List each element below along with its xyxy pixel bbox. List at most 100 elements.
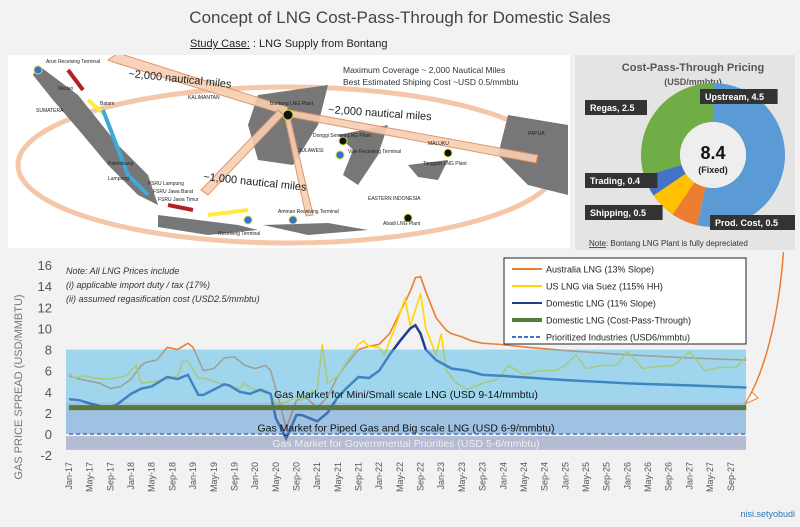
- y-tick-label: 6: [45, 364, 52, 379]
- chart-note: (i) applicable import duty / tax (17%): [66, 280, 210, 290]
- shipping-cost-text: Best Estimated Shiping Cost ~USD 0.5/mmb…: [343, 77, 519, 87]
- donut-slice-prod-cost: [672, 182, 706, 226]
- x-tick-label: Jan-21: [312, 462, 322, 490]
- y-tick-label: 8: [45, 343, 52, 358]
- x-tick-label: Sep-27: [726, 462, 736, 491]
- donut-data-label-box: [700, 89, 778, 104]
- market-band: [66, 349, 746, 403]
- donut-data-label-box: [710, 215, 798, 230]
- legend-entry: Australia LNG (13% Slope): [546, 265, 654, 275]
- y-axis-label: GAS PRICE SPREAD (USD/MMBTU): [13, 294, 25, 479]
- chart-note: (ii) assumed regasification cost (USD2.5…: [66, 294, 260, 304]
- page-title: Concept of LNG Cost-Pass-Through for Dom…: [189, 8, 611, 27]
- place-label: Lampung: [108, 176, 129, 182]
- x-tick-label: Sep-23: [478, 462, 488, 491]
- study-case: Study Case:: LNG Supply from Bontang: [190, 38, 387, 50]
- study-case-label: Study Case:: [190, 38, 250, 50]
- x-tick-label: Jan-17: [64, 462, 74, 490]
- place-label: SULAWESI: [298, 148, 324, 154]
- place-label: Batam: [100, 101, 114, 107]
- legend-entry: Domestic LNG (11% Slope): [546, 299, 656, 309]
- place-label: Arun Receiving Terminal: [46, 59, 100, 65]
- pipelines: [66, 68, 249, 217]
- x-tick-label: May-21: [333, 462, 343, 492]
- x-tick-label: Sep-20: [291, 462, 301, 491]
- y-tick-label: 4: [45, 385, 52, 400]
- market-band: [66, 436, 746, 450]
- x-tick-label: May-20: [271, 462, 281, 492]
- place-label: Donggi Senoro LNG Plant: [313, 133, 371, 139]
- legend-entry: US LNG via Suez (115% HH): [546, 282, 663, 292]
- y-tick-label: -2: [40, 448, 52, 463]
- chart-note: Note: All LNG Prices include: [66, 266, 179, 276]
- donut-data-label: Prod. Cost, 0.5: [715, 218, 778, 228]
- distance-arrows: [106, 52, 539, 217]
- x-tick-label: Sep-21: [354, 462, 364, 491]
- x-tick-label: Jan-24: [498, 462, 508, 490]
- x-tick-label: Jan-19: [188, 462, 198, 490]
- x-tick-label: Jan-23: [436, 462, 446, 490]
- place-label: Vale Receiving Terminal: [348, 149, 401, 155]
- legend-entry: Domestic LNG (Cost-Pass-Through): [546, 316, 691, 326]
- market-band-label: Gas Market for Mini/Small scale LNG (USD…: [274, 389, 538, 401]
- place-label: Palembang: [108, 161, 134, 167]
- donut-slice-upstream: [696, 83, 785, 227]
- donut-data-label: Shipping, 0.5: [590, 208, 646, 218]
- donut-data-label: Regas, 2.5: [590, 103, 635, 113]
- curved-arrow: [744, 1, 787, 405]
- x-tick-label: Sep-24: [540, 462, 550, 491]
- donut-slice-shipping: [653, 173, 695, 215]
- x-tick-label: Sep-22: [416, 462, 426, 491]
- x-tick-label: Jan-22: [374, 462, 384, 490]
- place-label: Medan: [58, 86, 74, 92]
- credit: nisi.setyobudi: [740, 509, 795, 519]
- y-tick-label: 16: [38, 258, 52, 273]
- place-label: Bontang LNG Plant: [270, 101, 314, 107]
- market-band-label: Gas Market for Piped Gas and Big scale L…: [257, 422, 554, 434]
- place-label: Amman Receiving Terminal: [278, 209, 339, 215]
- distance-label: ~2,000 nautical miles: [128, 68, 233, 91]
- donut-data-label-box: [585, 100, 647, 115]
- place-label: Receiving Terminal: [218, 231, 260, 237]
- x-tick-label: May-27: [705, 462, 715, 492]
- y-tick-label: 0: [45, 427, 52, 442]
- study-case-text: : LNG Supply from Bontang: [252, 38, 388, 50]
- market-band-label: Gas Market for Governmental Priorities (…: [272, 438, 539, 450]
- place-label: MALUKU: [428, 141, 449, 147]
- place-label: FSRU Lampung: [148, 181, 184, 187]
- x-tick-label: May-24: [519, 462, 529, 492]
- y-tick-label: 2: [45, 406, 52, 421]
- y-tick-label: 14: [38, 279, 52, 294]
- x-tick-label: Jan-25: [560, 462, 570, 490]
- donut-hole: [680, 122, 746, 188]
- x-tick-label: May-18: [147, 462, 157, 492]
- cost-pass-through-donut-panel: Cost-Pass-Through Pricing (USD/mmbtu) 8.…: [575, 55, 798, 250]
- donut-total: 8.4: [700, 143, 725, 163]
- place-label: FSRU Jawa Barat: [153, 189, 194, 195]
- donut-unit: (USD/mmbtu): [664, 77, 722, 87]
- x-tick-label: Sep-18: [167, 462, 177, 491]
- distance-label: ~1,000 nautical miles: [203, 171, 308, 194]
- arrow-head: [743, 391, 759, 406]
- x-tick-label: May-26: [643, 462, 653, 492]
- donut-data-label-box: [585, 205, 663, 220]
- x-tick-label: May-19: [209, 462, 219, 492]
- x-tick-label: Jan-20: [250, 462, 260, 490]
- donut-note: Note: Bontang LNG Plant is fully depreci…: [589, 239, 748, 248]
- x-tick-label: May-17: [85, 462, 95, 492]
- donut-data-label: Trading, 0.4: [590, 176, 640, 186]
- place-label: FSRU Jawa Timur: [158, 197, 199, 203]
- x-tick-label: Jan-18: [126, 462, 136, 490]
- terminal-markers: [33, 65, 453, 225]
- x-tick-label: May-25: [581, 462, 591, 492]
- y-tick-label: 12: [38, 300, 52, 315]
- x-tick-label: Sep-26: [664, 462, 674, 491]
- place-label: PAPUA: [528, 131, 545, 137]
- place-label: EASTERN INDONESIA: [368, 196, 421, 202]
- donut-slice-regas: [641, 82, 713, 177]
- x-tick-label: Sep-19: [229, 462, 239, 491]
- place-label: KALIMANTAN: [188, 95, 220, 101]
- donut-total-note: (Fixed): [698, 165, 728, 175]
- place-label: Abadi LNG Plant: [383, 221, 421, 227]
